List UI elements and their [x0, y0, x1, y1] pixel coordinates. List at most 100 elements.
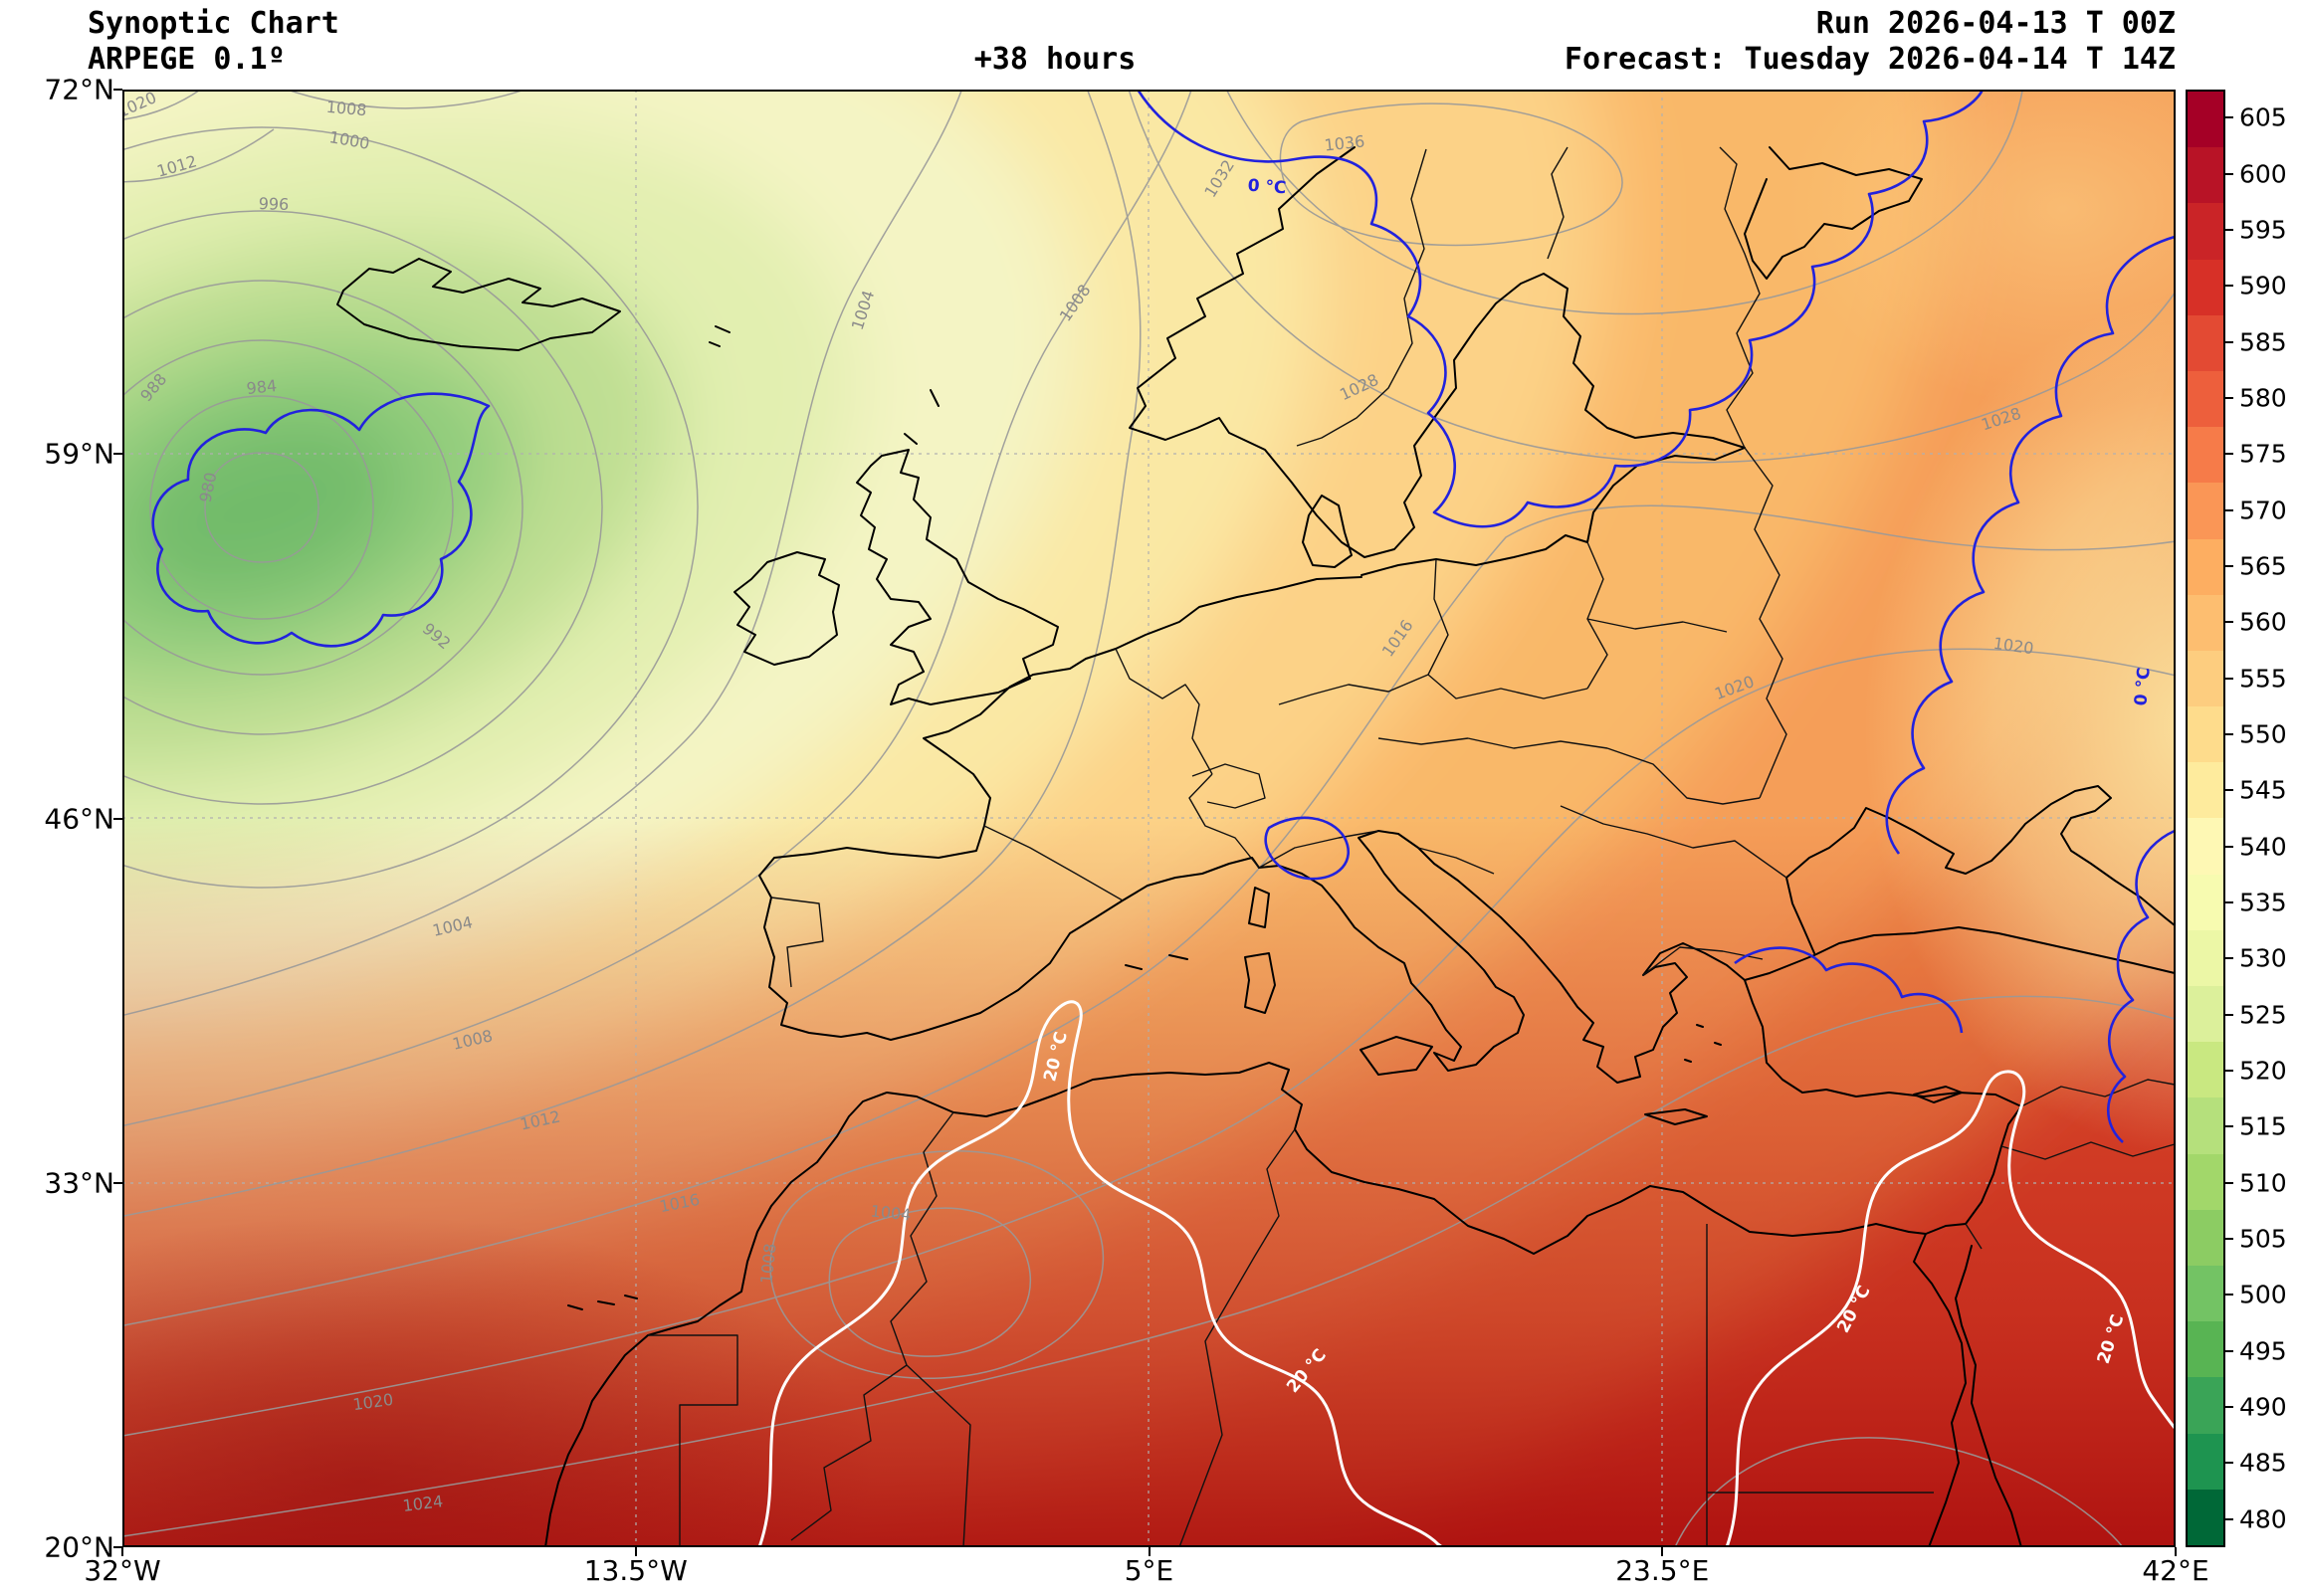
colorbar-tick — [2225, 789, 2233, 792]
colorbar-tick-label: 585 — [2239, 327, 2287, 357]
colorbar-tick-label: 540 — [2239, 832, 2287, 862]
colorbar-tick — [2225, 1406, 2233, 1409]
y-axis-tick — [113, 89, 122, 91]
colorbar-tick-label: 485 — [2239, 1448, 2287, 1478]
colorbar-segment — [2188, 203, 2223, 260]
colorbar-segment — [2188, 986, 2223, 1043]
colorbar-segment — [2188, 594, 2223, 651]
isobar-label: 1008 — [325, 98, 367, 119]
colorbar-segment — [2188, 1042, 2223, 1098]
lat-tick-label: 59°N — [44, 437, 114, 471]
colorbar-tick — [2225, 1181, 2233, 1184]
colorbar-tick-label: 580 — [2239, 383, 2287, 413]
run-label: Run 2026-04-13 T 00Z — [1815, 6, 2176, 41]
isotherm-0c-label: 0 °C — [2131, 667, 2154, 706]
lead-time-label: +38 hours — [973, 42, 1137, 77]
colorbar-tick — [2225, 732, 2233, 735]
lon-tick-label: 23.5°E — [1615, 1554, 1710, 1587]
isobar-contours — [122, 90, 2176, 1547]
lat-tick-label: 33°N — [44, 1166, 114, 1200]
colorbar-tick — [2225, 228, 2233, 231]
forecast-label: Forecast: Tuesday 2026-04-14 T 14Z — [1564, 42, 2176, 77]
colorbar-tick — [2225, 957, 2233, 960]
colorbar-tick — [2225, 1125, 2233, 1128]
colorbar-segment — [2188, 1489, 2223, 1545]
colorbar-tick — [2225, 508, 2233, 511]
colorbar-tick-label: 555 — [2239, 664, 2287, 694]
colorbar-tick — [2225, 1013, 2233, 1016]
colorbar-tick — [2225, 1462, 2233, 1465]
southwest-dark-patch — [122, 1214, 879, 1547]
colorbar-tick — [2225, 621, 2233, 624]
colorbar-segment — [2188, 92, 2223, 148]
colorbar-segment — [2188, 483, 2223, 539]
colorbar-tick — [2225, 340, 2233, 343]
colorbar-tick — [2225, 285, 2233, 288]
colorbar-tick-label: 575 — [2239, 439, 2287, 469]
lat-tick-label: 46°N — [44, 802, 114, 835]
colorbar-segment — [2188, 1321, 2223, 1378]
colorbar-segment — [2188, 706, 2223, 763]
y-axis-tick — [113, 453, 122, 456]
colorbar-tick-label: 545 — [2239, 775, 2287, 805]
colorbar-tick-label: 530 — [2239, 943, 2287, 973]
colorbar-tick-label: 520 — [2239, 1056, 2287, 1086]
coastlines — [336, 146, 2176, 1547]
colorbar — [2186, 90, 2225, 1547]
colorbar-segment — [2188, 1433, 2223, 1490]
colorbar-tick-label: 565 — [2239, 551, 2287, 581]
chart-title: Synoptic Chart — [88, 6, 339, 41]
colorbar-tick-label: 600 — [2239, 159, 2287, 189]
colorbar-tick-label: 505 — [2239, 1224, 2287, 1254]
colorbar-segment — [2188, 259, 2223, 315]
lon-tick-label: 42°E — [2142, 1554, 2209, 1587]
colorbar-tick — [2225, 901, 2233, 904]
isotherm-0c-label: 0 °C — [1247, 176, 1287, 199]
colorbar-tick-label: 590 — [2239, 271, 2287, 300]
colorbar-segment — [2188, 929, 2223, 986]
lat-tick-label: 20°N — [44, 1530, 114, 1564]
colorbar-tick — [2225, 1238, 2233, 1241]
x-axis-tick — [634, 1547, 637, 1556]
colorbar-tick-label: 570 — [2239, 496, 2287, 525]
isotherm-20c-lines — [757, 1000, 2176, 1547]
colorbar-tick — [2225, 564, 2233, 567]
x-axis-tick — [121, 1547, 123, 1556]
colorbar-tick-label: 550 — [2239, 719, 2287, 749]
colorbar-segment — [2188, 1265, 2223, 1322]
map-plot: 980 984 988 992 996 1000 1004 1004 1004 1008 1008 1… — [122, 90, 2176, 1547]
colorbar-tick — [2225, 172, 2233, 175]
colorbar-segment — [2188, 1097, 2223, 1154]
lon-tick-label: 13.5°W — [583, 1554, 688, 1587]
model-label: ARPEGE 0.1º — [88, 42, 286, 77]
colorbar-segment — [2188, 314, 2223, 371]
colorbar-segment — [2188, 1153, 2223, 1210]
country-borders — [648, 146, 2176, 1547]
x-axis-tick — [1661, 1547, 1664, 1556]
lon-tick-label: 5°E — [1124, 1554, 1174, 1587]
colorbar-tick — [2225, 396, 2233, 399]
colorbar-tick-label: 490 — [2239, 1392, 2287, 1422]
colorbar-segment — [2188, 762, 2223, 819]
x-axis-tick — [2175, 1547, 2177, 1556]
colorbar-segment — [2188, 147, 2223, 204]
colorbar-tick-label: 525 — [2239, 1000, 2287, 1030]
colorbar-tick-label: 515 — [2239, 1111, 2287, 1141]
synoptic-map: 9809849889929961000100410041004100810081… — [122, 90, 2176, 1547]
northeast-light-patch — [1784, 90, 2176, 408]
colorbar-tick — [2225, 116, 2233, 119]
isobar-label: 1024 — [402, 1492, 445, 1515]
colorbar-tick — [2225, 845, 2233, 848]
x-axis-tick — [1148, 1547, 1151, 1556]
colorbar-tick — [2225, 677, 2233, 680]
colorbar-segment — [2188, 1377, 2223, 1434]
colorbar-tick-label: 510 — [2239, 1168, 2287, 1198]
colorbar-segment — [2188, 650, 2223, 707]
colorbar-tick-label: 595 — [2239, 215, 2287, 245]
colorbar-segment — [2188, 818, 2223, 875]
colorbar-tick — [2225, 1070, 2233, 1073]
colorbar-segment — [2188, 1209, 2223, 1266]
isobar-label: 984 — [246, 376, 278, 398]
plot-frame — [122, 90, 2176, 1547]
colorbar-segment — [2188, 874, 2223, 930]
